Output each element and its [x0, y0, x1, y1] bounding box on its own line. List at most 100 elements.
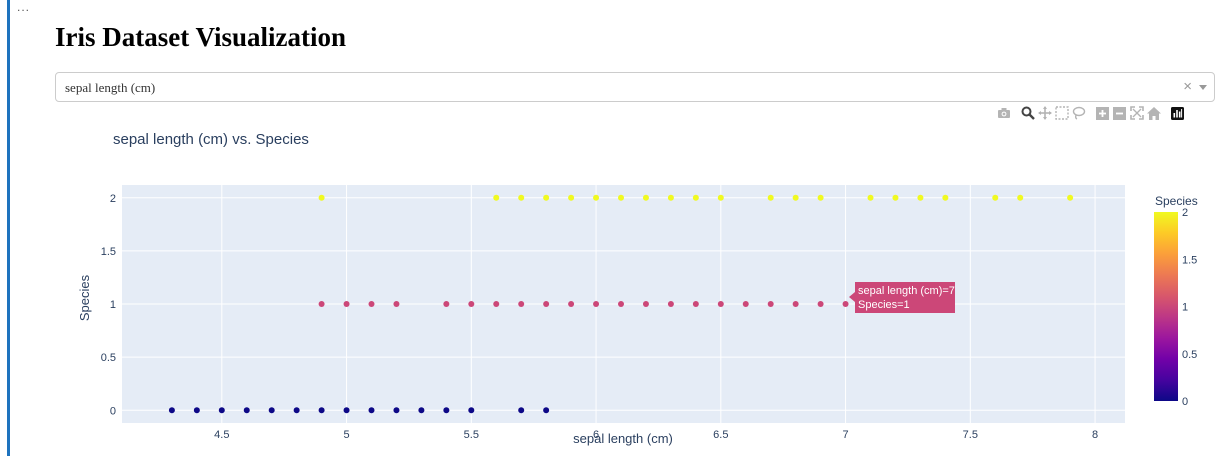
zoom-in-icon[interactable] [1094, 105, 1111, 122]
chart-modebar [995, 104, 1186, 122]
data-points[interactable] [168, 194, 1074, 414]
data-point[interactable] [418, 407, 425, 414]
x-tick-label: 8 [1092, 429, 1098, 441]
x-tick-label: 5.5 [464, 429, 479, 441]
plotly-logo-icon[interactable] [1169, 105, 1186, 122]
data-point[interactable] [717, 301, 724, 307]
data-point[interactable] [1067, 194, 1074, 201]
chart-title: sepal length (cm) vs. Species [113, 131, 309, 148]
data-point[interactable] [817, 301, 824, 307]
data-point[interactable] [318, 407, 325, 414]
data-point[interactable] [518, 407, 525, 414]
data-point[interactable] [992, 194, 999, 201]
data-point[interactable] [593, 194, 600, 201]
data-point[interactable] [518, 301, 525, 307]
data-point[interactable] [168, 407, 175, 414]
data-point[interactable] [543, 301, 550, 307]
data-point[interactable] [642, 301, 649, 307]
x-tick-label: 6 [593, 429, 599, 441]
data-point[interactable] [393, 407, 400, 414]
box-select-icon[interactable] [1053, 105, 1070, 122]
colorbar-title: Species [1155, 194, 1198, 208]
y-tick-label: 2 [110, 193, 116, 205]
y-tick-label: 1.5 [101, 246, 116, 258]
data-point[interactable] [892, 194, 899, 201]
zoom-icon[interactable] [1019, 105, 1036, 122]
colorbar-tick-label: 1.5 [1182, 254, 1197, 266]
feature-dropdown[interactable]: sepal length (cm) × [55, 72, 1215, 102]
y-tick-label: 0 [110, 405, 116, 417]
colorbar-tick-label: 0.5 [1182, 349, 1197, 361]
data-point[interactable] [368, 301, 375, 307]
colorbar-tick-label: 1 [1182, 302, 1188, 314]
pan-icon[interactable] [1036, 105, 1053, 122]
data-point[interactable] [618, 301, 625, 307]
data-point[interactable] [568, 194, 575, 201]
y-tick-labels: 0 0.5 1 1.5 2 [101, 193, 116, 418]
menu-ellipsis[interactable]: ... [17, 0, 31, 14]
data-point[interactable] [867, 194, 874, 201]
data-point[interactable] [368, 407, 375, 414]
clear-icon[interactable]: × [1183, 78, 1192, 95]
data-point[interactable] [493, 194, 500, 201]
data-point[interactable] [642, 194, 649, 201]
tooltip-line-2: Species=1 [858, 299, 910, 311]
data-point[interactable] [767, 194, 774, 201]
zoom-out-icon[interactable] [1111, 105, 1128, 122]
data-point[interactable] [667, 301, 674, 307]
chevron-down-icon[interactable] [1199, 85, 1207, 90]
camera-icon[interactable] [995, 105, 1012, 122]
data-point[interactable] [318, 301, 325, 307]
y-tick-label: 1 [110, 299, 116, 311]
data-point[interactable] [618, 194, 625, 201]
colorbar [1154, 212, 1178, 401]
y-axis-label: Species [77, 274, 92, 321]
data-point[interactable] [443, 301, 450, 307]
tooltip-box [855, 282, 955, 313]
data-point[interactable] [543, 407, 550, 414]
colorbar-tick-labels: 0 0.5 1 1.5 2 [1182, 207, 1197, 408]
data-point[interactable] [717, 194, 724, 201]
data-point[interactable] [667, 194, 674, 201]
data-point[interactable] [468, 407, 475, 414]
data-point[interactable] [593, 301, 600, 307]
data-point[interactable] [543, 194, 550, 201]
data-point[interactable] [942, 194, 949, 201]
x-tick-label: 5 [343, 429, 349, 441]
dropdown-selected-value: sepal length (cm) [65, 80, 156, 95]
home-icon[interactable] [1145, 105, 1162, 122]
data-point[interactable] [343, 407, 350, 414]
data-point[interactable] [742, 301, 749, 307]
data-point[interactable] [193, 407, 200, 414]
data-point[interactable] [692, 194, 699, 201]
data-point[interactable] [692, 301, 699, 307]
data-point[interactable] [243, 407, 250, 414]
autoscale-icon[interactable] [1128, 105, 1145, 122]
data-point[interactable] [393, 301, 400, 307]
tooltip-line-1: sepal length (cm)=7 [858, 285, 955, 297]
data-point[interactable] [293, 407, 300, 414]
data-point[interactable] [1017, 194, 1024, 201]
x-tick-label: 7.5 [963, 429, 978, 441]
data-point[interactable] [817, 194, 824, 201]
hover-tooltip: sepal length (cm)=7 Species=1 [849, 282, 955, 313]
data-point[interactable] [268, 407, 275, 414]
data-point[interactable] [917, 194, 924, 201]
data-point[interactable] [343, 301, 350, 307]
data-point[interactable] [792, 194, 799, 201]
data-point[interactable] [842, 301, 849, 307]
lasso-icon[interactable] [1070, 105, 1087, 122]
x-tick-label: 4.5 [214, 429, 229, 441]
data-point[interactable] [318, 194, 325, 201]
data-point[interactable] [493, 301, 500, 307]
data-point[interactable] [792, 301, 799, 307]
x-tick-labels: 4.5 5 5.5 6 6.5 7 7.5 8 [214, 429, 1098, 441]
data-point[interactable] [468, 301, 475, 307]
data-point[interactable] [443, 407, 450, 414]
data-point[interactable] [568, 301, 575, 307]
data-point[interactable] [767, 301, 774, 307]
data-point[interactable] [218, 407, 225, 414]
data-point[interactable] [518, 194, 525, 201]
